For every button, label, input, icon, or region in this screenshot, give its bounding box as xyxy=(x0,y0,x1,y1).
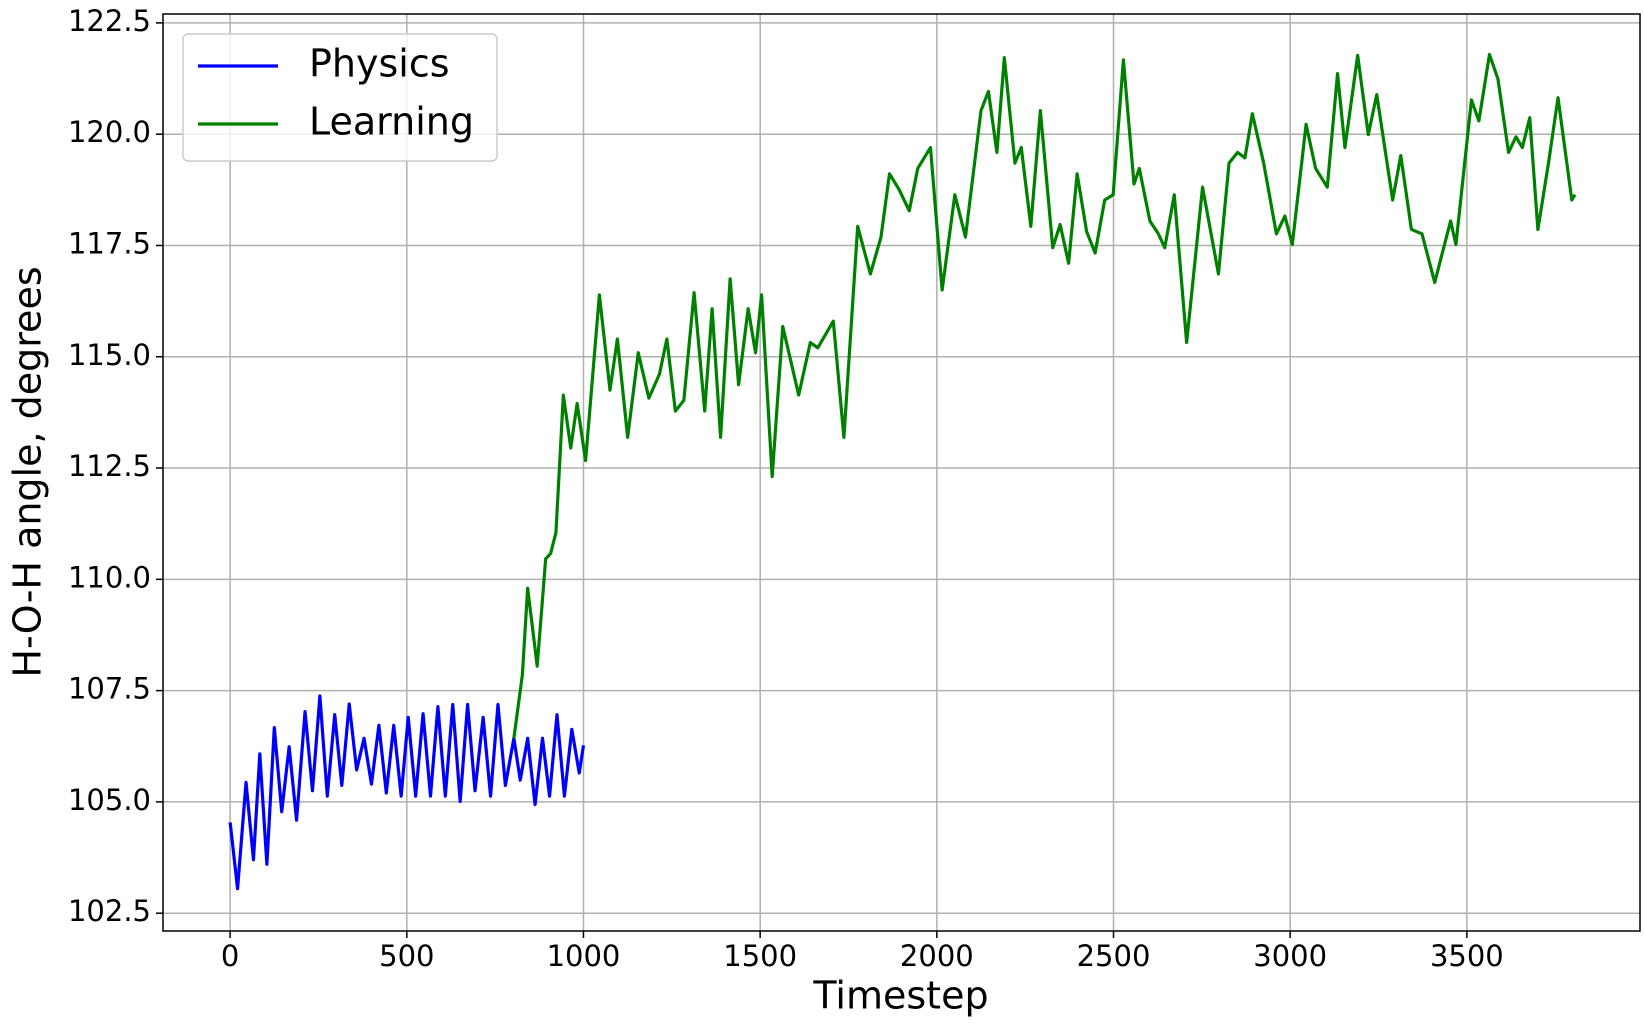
y-tick-label: 110.0 xyxy=(68,560,151,594)
x-tick-label: 2000 xyxy=(900,939,974,973)
y-tick-label: 105.0 xyxy=(68,783,151,817)
y-tick-label: 112.5 xyxy=(68,449,151,483)
y-tick-label: 122.5 xyxy=(68,4,151,38)
x-tick-label: 1000 xyxy=(547,939,621,973)
x-tick-label: 1500 xyxy=(723,939,797,973)
x-tick-label: 3000 xyxy=(1253,939,1327,973)
x-tick-label: 2500 xyxy=(1077,939,1151,973)
data-line xyxy=(228,694,586,891)
x-tick-label: 3500 xyxy=(1430,939,1504,973)
y-tick-label: 117.5 xyxy=(68,226,151,260)
x-tick-label: 500 xyxy=(379,939,434,973)
y-tick-label: 120.0 xyxy=(68,115,151,149)
legend-label: Learning xyxy=(309,100,474,144)
y-axis-label: H-O-H angle, degrees xyxy=(6,266,50,677)
y-tick-label: 115.0 xyxy=(68,338,151,372)
x-axis-label: Timestep xyxy=(812,974,988,1018)
legend: Physics Learning xyxy=(182,33,498,162)
x-tick-label: 0 xyxy=(221,939,239,973)
y-tick-label: 107.5 xyxy=(68,672,151,706)
legend-label: Physics xyxy=(309,42,450,86)
plot-frame xyxy=(162,13,1641,932)
y-tick-label: 102.5 xyxy=(68,894,151,928)
data-line xyxy=(512,52,1577,739)
